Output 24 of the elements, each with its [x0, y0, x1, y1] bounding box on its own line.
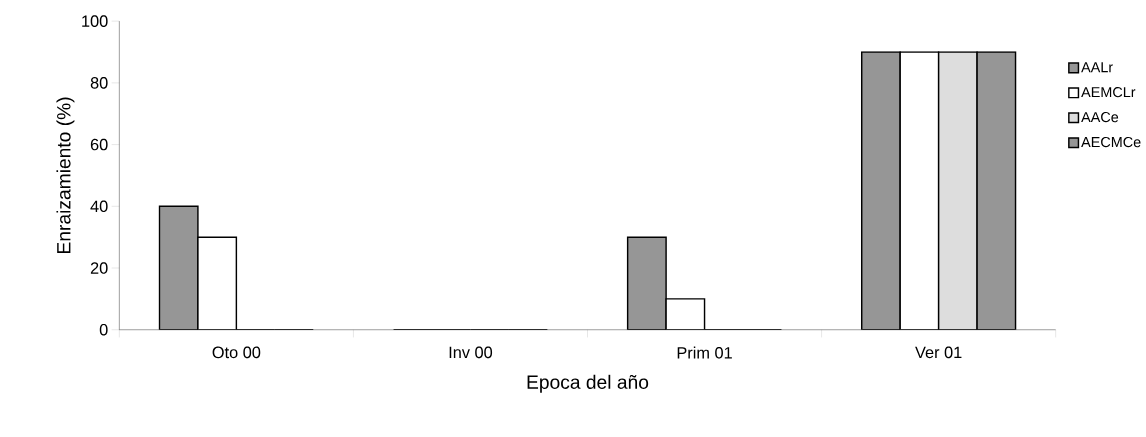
legend-label: AALr: [1081, 62, 1113, 72]
legend-label: AECMCe: [1081, 136, 1141, 147]
y-tick-label: 60: [90, 138, 108, 151]
x-tick-label: Prim 01: [677, 346, 732, 359]
bar: [861, 51, 901, 330]
bar: [937, 51, 978, 330]
x-tick-label: Inv 00: [449, 346, 493, 358]
bar: [197, 236, 238, 330]
x-tick-label: Ver 01: [915, 346, 962, 358]
legend-label: AACe: [1081, 111, 1119, 122]
y-tick-label: 80: [90, 76, 108, 89]
y-tick-label: 100: [82, 15, 108, 27]
y-axis-title: Enraizamiento (%): [56, 97, 75, 253]
x-axis-title: Epoca del año: [527, 374, 649, 393]
y-tick-label: 20: [90, 262, 108, 274]
y-tick-label: 40: [90, 200, 108, 212]
bar: [626, 236, 667, 330]
bar: [158, 205, 199, 330]
bar: [665, 297, 706, 330]
bar: [976, 51, 1017, 330]
bar: [899, 51, 940, 330]
y-tick-label: 0: [99, 323, 108, 336]
text: AEMCLr: [1081, 86, 1136, 98]
x-tick-label: Oto 00: [212, 346, 261, 358]
